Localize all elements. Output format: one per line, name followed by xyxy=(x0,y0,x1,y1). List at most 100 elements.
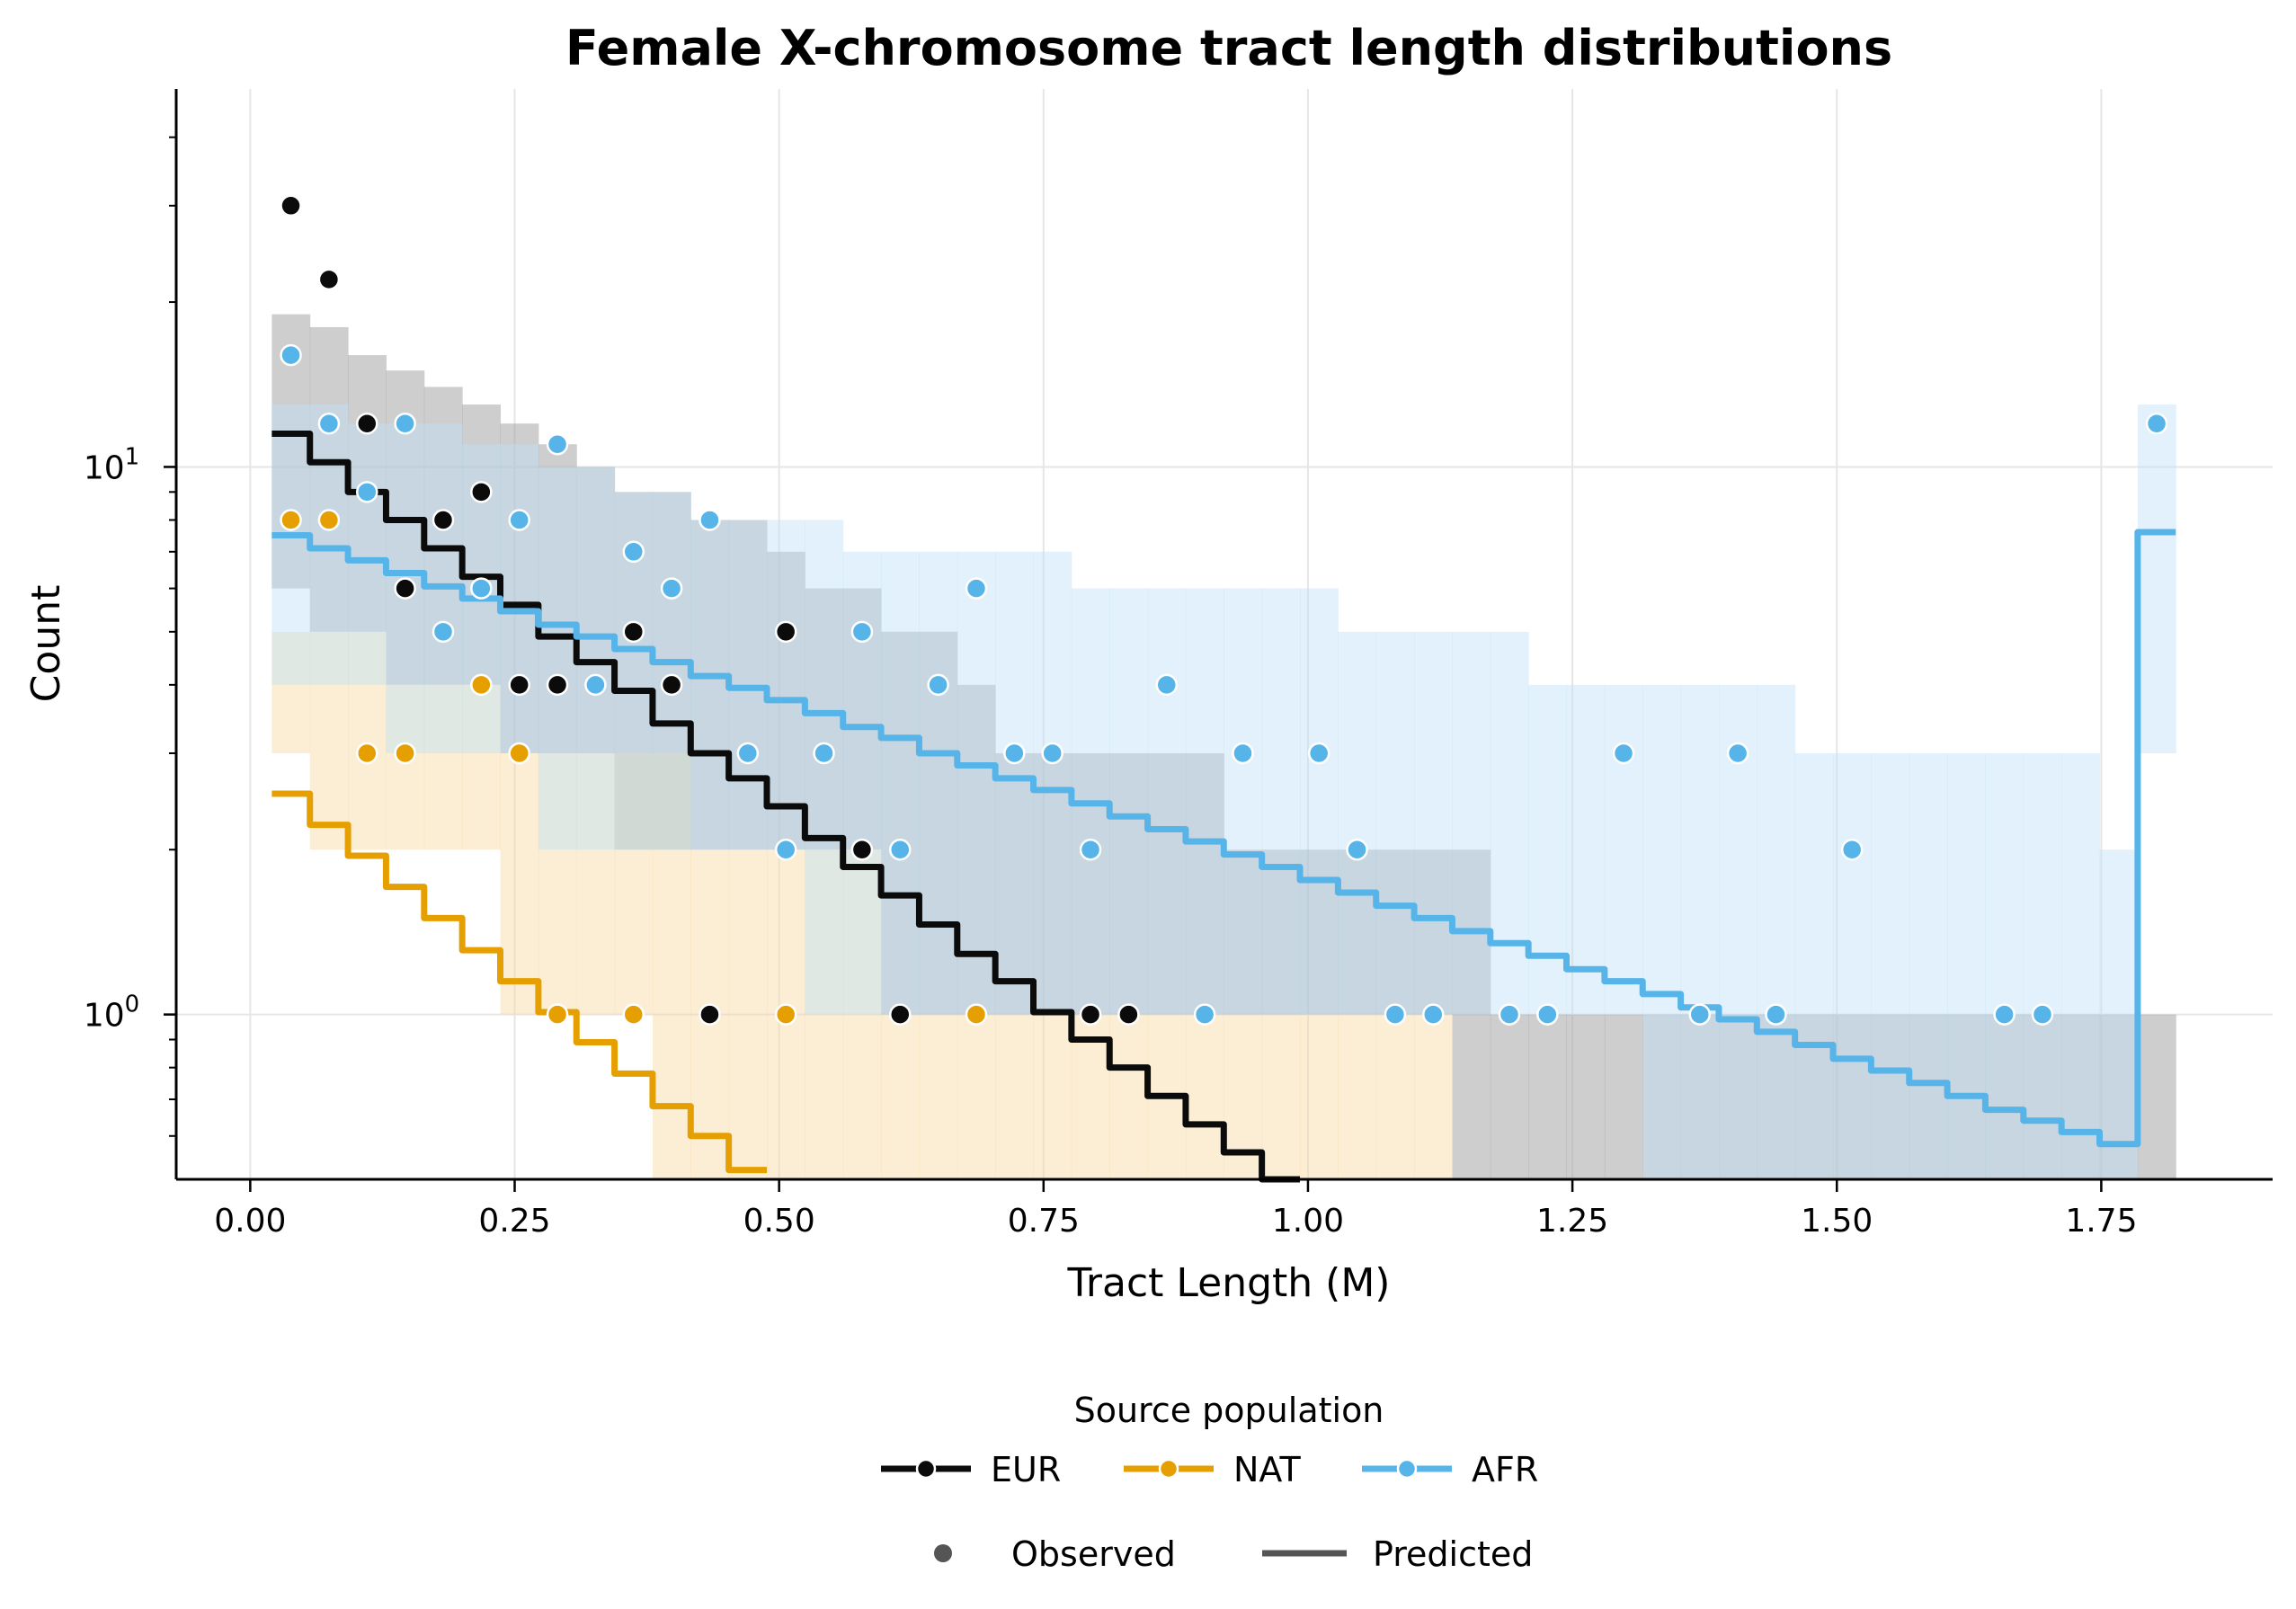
x-tick-label: 0.50 xyxy=(743,1203,815,1240)
legend-label: Predicted xyxy=(1373,1534,1533,1574)
band-segment xyxy=(1833,1014,1872,1179)
observed-point xyxy=(1384,1003,1407,1026)
observed-point xyxy=(1079,1003,1102,1026)
observed-point xyxy=(699,509,721,531)
band-segment xyxy=(1566,684,1606,1015)
band-segment xyxy=(1375,1014,1415,1179)
observed-point xyxy=(2031,1003,2054,1026)
observed-point xyxy=(1307,742,1330,765)
band-segment xyxy=(462,684,502,850)
band-segment xyxy=(1033,551,1072,1015)
band-segment xyxy=(1452,849,1491,1179)
band-segment xyxy=(500,752,539,1015)
legend-entry-nat: NAT xyxy=(1124,1450,1301,1489)
band-segment xyxy=(1833,752,1872,1179)
band-segment xyxy=(538,444,577,753)
x-axis-label: Tract Length (M) xyxy=(1067,1260,1391,1306)
observed-dot-icon xyxy=(934,1544,952,1562)
legend-populations: EUR NAT AFR xyxy=(881,1450,1538,1489)
band-segment xyxy=(1680,684,1720,1179)
band-segment xyxy=(1109,588,1149,1015)
legend-entry-eur: EUR xyxy=(881,1450,1061,1489)
band-segment xyxy=(1452,631,1491,1015)
observed-point xyxy=(1079,838,1102,861)
observed-point xyxy=(356,742,378,765)
band-segment xyxy=(1757,1014,1796,1179)
observed-point xyxy=(546,673,569,697)
observed-point xyxy=(280,509,302,531)
band-segment xyxy=(2099,1014,2139,1179)
band-segment xyxy=(995,1014,1035,1179)
observed-point xyxy=(394,577,416,600)
band-segment xyxy=(1604,1014,1643,1179)
legend-label: Observed xyxy=(1011,1534,1176,1574)
band-segment xyxy=(348,423,387,685)
band-segment xyxy=(423,684,463,850)
band-segment xyxy=(1871,1014,1910,1179)
observed-point xyxy=(2145,412,2168,435)
y-tick-label: 101 xyxy=(84,443,139,486)
band-segment xyxy=(1338,631,1377,1015)
observed-point xyxy=(699,1003,721,1026)
observed-point xyxy=(394,412,416,435)
observed-point xyxy=(470,577,493,600)
observed-point xyxy=(927,673,949,697)
observed-point xyxy=(356,481,378,503)
band-segment xyxy=(1261,1014,1301,1179)
legend-label: EUR xyxy=(991,1450,1061,1489)
observed-eur xyxy=(280,194,1140,1026)
band-segment xyxy=(1338,849,1377,1015)
band-nat xyxy=(271,631,1453,1179)
observed-point xyxy=(1612,742,1635,765)
observed-point xyxy=(622,620,645,644)
observed-point xyxy=(317,509,341,531)
band-segment xyxy=(576,752,616,1015)
observed-point xyxy=(280,343,302,367)
observed-point xyxy=(280,194,302,218)
band-segment xyxy=(1718,1014,1758,1179)
band-segment xyxy=(538,467,577,850)
band-segment xyxy=(2137,1014,2176,1179)
band-segment xyxy=(1794,752,1834,1179)
x-tick-label: 0.00 xyxy=(214,1203,286,1240)
observed-point xyxy=(622,1003,645,1026)
band-segment xyxy=(805,520,844,1015)
observed-point xyxy=(1117,1003,1140,1026)
observed-point xyxy=(660,577,683,600)
band-segment xyxy=(1414,1014,1453,1179)
band-segment xyxy=(1680,1014,1720,1179)
band-segment xyxy=(1985,1014,2025,1179)
x-tick-label: 1.50 xyxy=(1801,1203,1873,1240)
observed-point xyxy=(432,509,455,531)
band-segment xyxy=(1147,752,1187,1015)
band-segment xyxy=(652,492,691,850)
band-segment xyxy=(1185,752,1224,1015)
legend-title: Source population xyxy=(1074,1391,1384,1430)
band-segment xyxy=(1566,1014,1606,1179)
observed-point xyxy=(736,742,760,765)
band-segment xyxy=(614,752,654,1015)
band-segment xyxy=(1490,631,1529,1015)
band-segment xyxy=(1528,684,1568,1015)
legend-marker-icon xyxy=(1396,1458,1418,1480)
band-segment xyxy=(1338,1014,1377,1179)
band-afr xyxy=(271,404,2176,1179)
observed-points xyxy=(280,194,2168,1026)
band-segment xyxy=(348,631,387,850)
band-segment xyxy=(957,684,996,1015)
band-segment xyxy=(1642,684,1682,1179)
band-segment xyxy=(1375,849,1415,1015)
y-tick-label: 100 xyxy=(84,991,139,1035)
confidence-bands xyxy=(271,314,2176,1179)
band-segment xyxy=(386,684,425,850)
observed-point xyxy=(546,432,569,456)
band-segment xyxy=(2023,1014,2062,1179)
observed-point xyxy=(965,577,988,600)
observed-point xyxy=(1003,742,1026,765)
band-segment xyxy=(1528,1014,1568,1179)
band-segment xyxy=(1300,588,1339,1015)
observed-point xyxy=(774,620,797,644)
band-segment xyxy=(881,1014,920,1179)
band-segment xyxy=(576,467,616,850)
